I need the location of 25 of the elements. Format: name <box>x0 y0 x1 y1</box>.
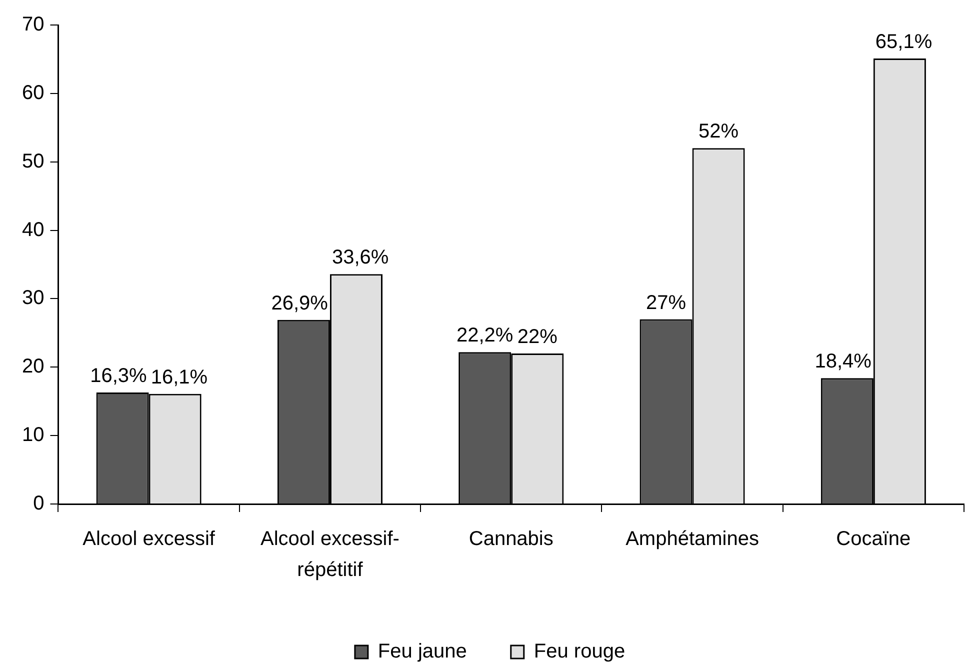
data-label: 22,2% <box>456 324 514 347</box>
data-label: 18,4% <box>814 350 872 373</box>
data-label: 27% <box>646 292 686 314</box>
data-label: 16,1% <box>150 366 208 388</box>
data-label: 22% <box>517 326 558 348</box>
y-tick-label: 60 <box>22 82 44 104</box>
x-tick-label: Alcool excessif-répétitif <box>260 528 400 582</box>
y-tick-label: 50 <box>22 150 44 172</box>
x-tick-label: Amphétamines <box>626 528 759 550</box>
data-label: 26,9% <box>271 292 328 314</box>
x-tick-label: Alcool excessif <box>82 528 216 550</box>
legend-label: Feu jaune <box>378 640 467 663</box>
data-label: 16,3% <box>90 364 148 387</box>
data-label: 52% <box>698 120 739 143</box>
legend-label: Feu rouge <box>534 640 626 663</box>
y-tick-label: 30 <box>22 287 44 310</box>
x-tick-label: Cannabis <box>468 528 554 550</box>
data-label: 33,6% <box>332 246 389 269</box>
data-label: 65,1% <box>875 31 932 54</box>
y-tick-label: 0 <box>33 492 44 515</box>
x-tick-label: Cocaïne <box>836 528 911 550</box>
y-tick-label: 40 <box>22 218 44 241</box>
y-tick-label: 20 <box>22 356 44 378</box>
y-tick-label: 70 <box>22 14 44 36</box>
y-tick-label: 10 <box>22 424 44 446</box>
